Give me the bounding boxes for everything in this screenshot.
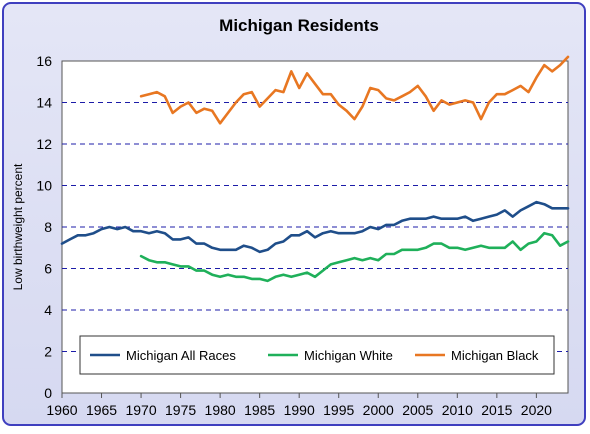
y-tick-label: 2 <box>44 344 52 360</box>
y-tick-label: 0 <box>44 385 52 401</box>
x-tick-label: 1975 <box>165 402 196 418</box>
y-tick-label: 14 <box>36 95 52 111</box>
x-tick-label: 2010 <box>442 402 473 418</box>
x-tick-label: 2015 <box>481 402 512 418</box>
x-tick-label: 2000 <box>363 402 394 418</box>
legend-label: Michigan White <box>304 348 393 363</box>
x-tick-label: 1965 <box>86 402 117 418</box>
x-tick-label: 1970 <box>125 402 156 418</box>
x-tick-label: 2005 <box>402 402 433 418</box>
legend: Michigan All Races Michigan White Michigan… <box>79 335 555 375</box>
y-tick-label: 16 <box>36 53 52 69</box>
y-tick-label: 4 <box>44 302 52 318</box>
x-axis-ticks: 1960 1965 1970 1975 1980 1985 1990 1995 2000 2005… <box>46 393 552 418</box>
legend-label: Michigan Black <box>451 348 539 363</box>
y-axis-ticks: 0 2 4 6 8 10 12 14 16 <box>36 53 52 401</box>
x-tick-label: 1990 <box>284 402 315 418</box>
y-tick-label: 8 <box>44 219 52 235</box>
x-tick-label: 1980 <box>205 402 236 418</box>
legend-box <box>79 335 555 375</box>
series-line-michigan-black <box>139 55 570 125</box>
y-tick-label: 10 <box>36 178 52 194</box>
series-line-michigan-white <box>139 231 570 283</box>
x-tick-label: 2020 <box>521 402 552 418</box>
chart-title: Michigan Residents <box>219 16 379 35</box>
x-tick-label: 1995 <box>323 402 354 418</box>
series-lines <box>60 55 570 283</box>
x-tick-label: 1960 <box>46 402 77 418</box>
y-axis-title: Low birthweight percent <box>11 163 25 290</box>
legend-label: Michigan All Races <box>126 348 236 363</box>
series-line-michigan-all-races <box>60 200 570 254</box>
x-tick-label: 1985 <box>244 402 275 418</box>
chart-frame: Michigan Residents 0 2 4 6 8 10 12 14 16 1960 196… <box>2 2 586 426</box>
y-tick-label: 6 <box>44 261 52 277</box>
y-tick-label: 12 <box>36 136 52 152</box>
